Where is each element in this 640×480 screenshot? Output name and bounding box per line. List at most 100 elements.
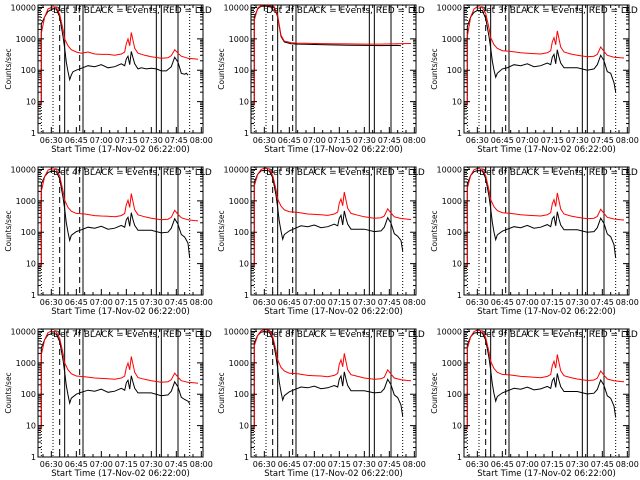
y-axis-label: Counts/sec (430, 48, 439, 89)
x-tick-label: 06:45 (491, 460, 514, 469)
x-tick-label: 06:30 (253, 298, 276, 307)
x-tick-label: 06:30 (253, 136, 276, 145)
y-tick-label: 10 (452, 260, 462, 269)
plot-frame (37, 166, 204, 296)
x-tick-label: 07:30 (140, 298, 163, 307)
events-series-line (38, 8, 189, 106)
y-tick-label: 10000 (437, 3, 462, 12)
plot-frame (250, 328, 417, 458)
x-tick-label: 08:00 (190, 298, 213, 307)
detector-panel-4: Det 4f BLACK = Events, RED = LLD 1 10 100 10… (4, 165, 213, 317)
x-tick-label: 07:00 (303, 136, 326, 145)
y-axis-label: Counts/sec (4, 372, 13, 413)
y-tick-label: 100 (21, 390, 36, 399)
lld-series-line (251, 329, 412, 430)
x-tick-label: 07:30 (140, 136, 163, 145)
y-tick-label: 1 (244, 129, 249, 138)
y-tick-label: 10 (26, 260, 36, 269)
x-tick-label: 06:45 (278, 460, 301, 469)
x-tick-label: 07:15 (541, 460, 564, 469)
lld-series-line (251, 5, 412, 106)
events-series-line (464, 10, 617, 106)
y-tick-label: 1000 (442, 359, 462, 368)
x-tick-label: 06:45 (278, 136, 301, 145)
x-tick-label: 06:30 (40, 460, 63, 469)
y-tick-label: 100 (21, 228, 36, 237)
x-tick-label: 07:45 (591, 136, 614, 145)
y-tick-label: 1 (31, 291, 36, 300)
x-tick-label: 07:30 (566, 136, 589, 145)
events-series-line (38, 170, 191, 268)
x-tick-label: 07:15 (541, 136, 564, 145)
y-tick-label: 10 (239, 260, 249, 269)
x-tick-label: 07:15 (328, 136, 351, 145)
detector-panel-1: Det 1f BLACK = Events, RED = LLD 1 10 100 10… (4, 3, 213, 155)
x-tick-label: 07:30 (566, 460, 589, 469)
y-tick-label: 1 (457, 291, 462, 300)
x-axis-label: Start Time (17-Nov-02 06:22:00) (264, 307, 403, 317)
y-tick-label: 1000 (229, 35, 249, 44)
x-tick-label: 07:30 (140, 460, 163, 469)
lld-series-line (38, 330, 199, 430)
x-tick-label: 06:30 (40, 136, 63, 145)
x-tick-label: 08:00 (403, 460, 426, 469)
x-axis-label: Start Time (17-Nov-02 06:22:00) (51, 307, 190, 317)
x-tick-label: 07:15 (541, 298, 564, 307)
y-tick-label: 1 (457, 453, 462, 462)
panel-title: Det 7f BLACK = Events, RED = LLD (53, 330, 212, 340)
x-tick-label: 08:00 (616, 136, 639, 145)
x-axis-label: Start Time (17-Nov-02 06:22:00) (477, 469, 616, 479)
x-tick-label: 06:30 (466, 298, 489, 307)
x-tick-label: 07:45 (378, 298, 401, 307)
y-tick-label: 1000 (229, 197, 249, 206)
x-tick-label: 08:00 (616, 298, 639, 307)
detector-panel-6: Det 6f BLACK = Events, RED = LLD 1 10 100 10… (430, 165, 639, 317)
x-tick-label: 06:30 (253, 460, 276, 469)
y-tick-label: 10 (452, 422, 462, 431)
y-tick-label: 1000 (16, 35, 36, 44)
y-tick-label: 100 (21, 66, 36, 75)
x-tick-label: 07:30 (353, 460, 376, 469)
events-series-line (38, 333, 191, 430)
x-tick-label: 07:30 (353, 136, 376, 145)
y-tick-label: 10 (452, 98, 462, 107)
x-tick-label: 06:30 (40, 298, 63, 307)
x-tick-label: 06:45 (491, 136, 514, 145)
detector-panel-2: Det 2f BLACK = Events, RED = LLD 1 10 100 10… (217, 3, 426, 155)
panel-title: Det 8f BLACK = Events, RED = LLD (266, 330, 425, 340)
detector-panel-8: Det 8f BLACK = Events, RED = LLD 1 10 100 10… (217, 327, 426, 479)
y-tick-label: 10000 (11, 327, 36, 336)
plot-frame (463, 166, 630, 296)
y-tick-label: 100 (234, 228, 249, 237)
x-axis-label: Start Time (17-Nov-02 06:22:00) (264, 145, 403, 155)
panel-title: Det 5f BLACK = Events, RED = LLD (266, 168, 425, 178)
x-tick-label: 06:45 (278, 298, 301, 307)
y-tick-label: 10000 (11, 165, 36, 174)
lld-series-line (464, 167, 625, 268)
plot-frame (463, 4, 630, 134)
y-tick-label: 1000 (16, 359, 36, 368)
detector-panel-9: Det 9f BLACK = Events, RED = LLD 1 10 100 10… (430, 327, 639, 479)
x-tick-label: 07:15 (115, 136, 138, 145)
y-tick-label: 100 (447, 390, 462, 399)
y-tick-label: 10000 (224, 327, 249, 336)
panel-title: Det 4f BLACK = Events, RED = LLD (53, 168, 212, 178)
panel-title: Det 1f BLACK = Events, RED = LLD (53, 6, 212, 16)
plot-frame (37, 4, 204, 134)
events-series-line (464, 331, 617, 430)
x-tick-label: 08:00 (190, 136, 213, 145)
plot-frame (250, 166, 417, 296)
events-series-line (464, 170, 617, 268)
y-axis-label: Counts/sec (217, 372, 226, 413)
y-tick-label: 10000 (11, 3, 36, 12)
y-tick-label: 10 (26, 98, 36, 107)
detector-panel-3: Det 3f BLACK = Events, RED = LLD 1 10 100 10… (430, 3, 639, 155)
y-tick-label: 10 (239, 98, 249, 107)
y-tick-label: 1000 (442, 197, 462, 206)
x-tick-label: 07:00 (516, 460, 539, 469)
x-tick-label: 07:00 (90, 460, 113, 469)
x-tick-label: 07:45 (591, 460, 614, 469)
y-tick-label: 100 (234, 66, 249, 75)
x-axis-label: Start Time (17-Nov-02 06:22:00) (477, 145, 616, 155)
